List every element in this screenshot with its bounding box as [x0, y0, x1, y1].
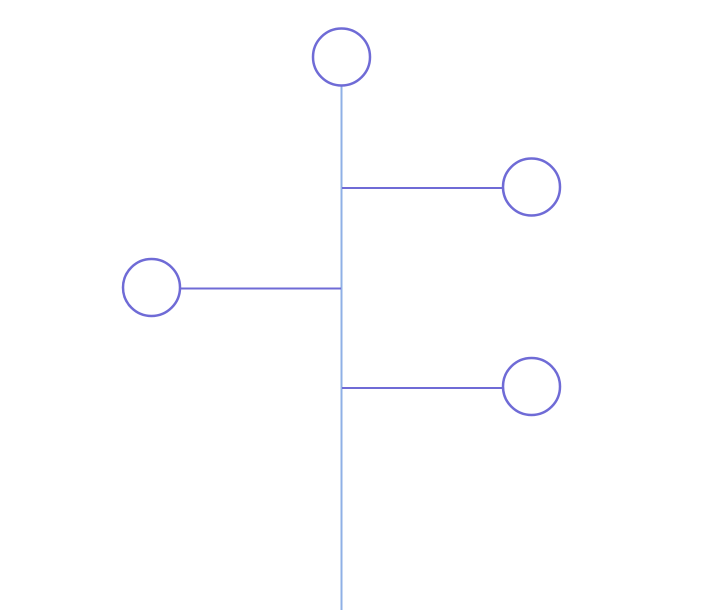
branch-node-circle-left-1	[121, 257, 182, 318]
branch-node-circle-right-1	[501, 157, 562, 217]
branch-node-circle-right-2	[501, 356, 562, 417]
root-node-circle	[311, 27, 372, 87]
